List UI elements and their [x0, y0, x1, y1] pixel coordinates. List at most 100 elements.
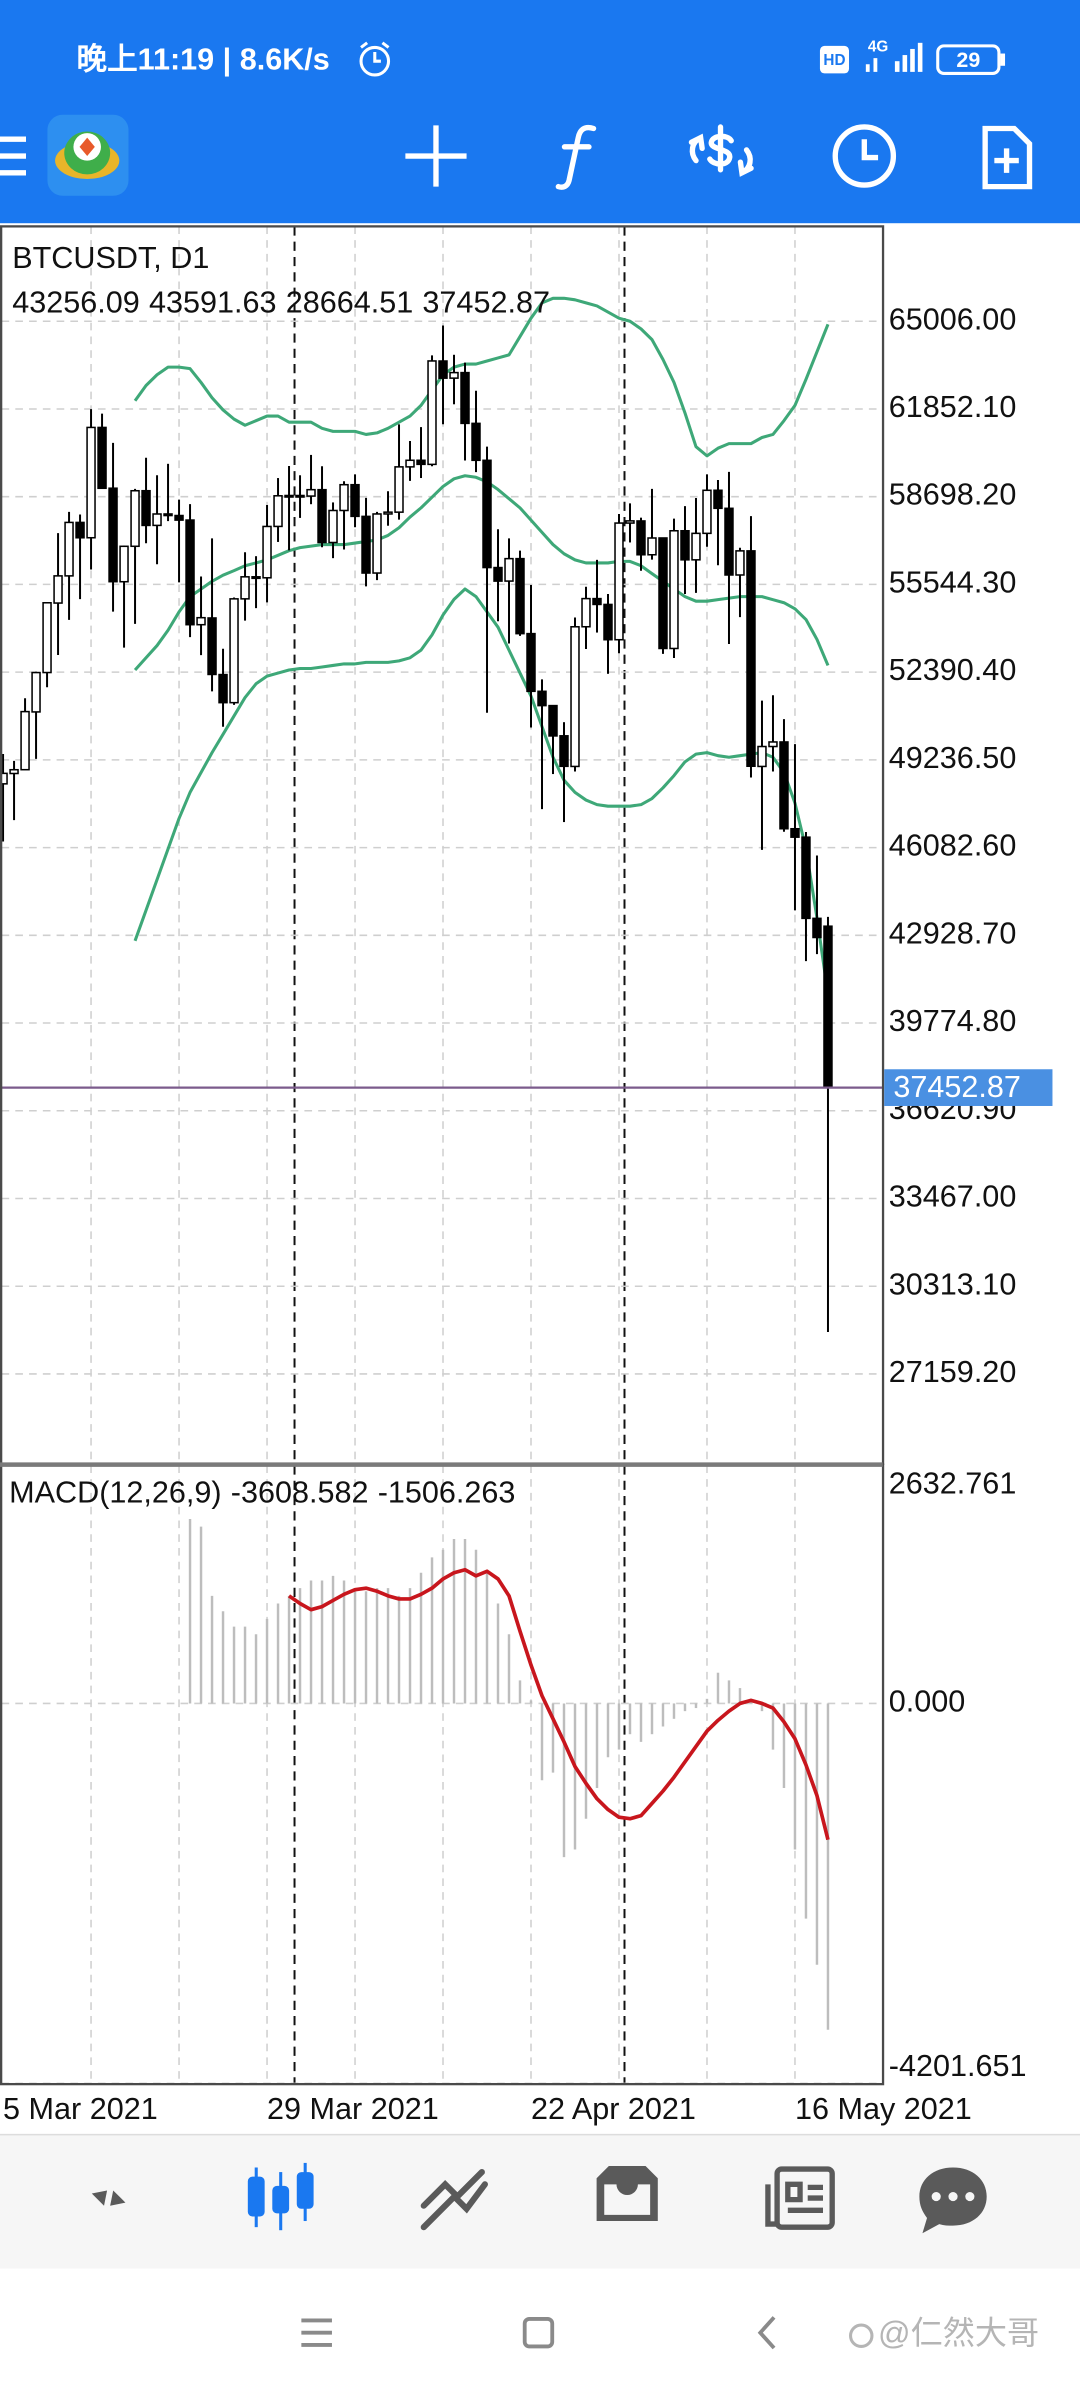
- candle-body: [669, 529, 679, 650]
- system-back-button[interactable]: [757, 2316, 776, 2350]
- candle-body: [130, 489, 140, 548]
- candle-body: [75, 521, 85, 539]
- candle-body: [438, 360, 448, 379]
- candle-body: [53, 575, 63, 604]
- candle-body: [757, 745, 767, 768]
- candle-body: [658, 537, 668, 650]
- candle-body: [86, 426, 96, 539]
- candle-body: [218, 673, 228, 704]
- candle-body: [691, 532, 701, 561]
- candle-body: [196, 616, 206, 626]
- candle-body: [119, 545, 129, 583]
- candle-body: [570, 626, 580, 768]
- candle-body: [372, 513, 382, 574]
- candle-body: [702, 489, 712, 535]
- bollinger-line: [133, 587, 830, 995]
- x-tick-label: 5 Mar 2021: [3, 2092, 158, 2126]
- new-order-button[interactable]: [982, 125, 1033, 190]
- candle-body: [42, 602, 52, 674]
- candle-body: [97, 426, 107, 490]
- candle-body: [559, 735, 569, 768]
- macd-signal-value: -1506.263: [378, 1476, 516, 1510]
- indicators-button[interactable]: [555, 124, 597, 190]
- candle-body: [471, 422, 481, 462]
- x-tick-label: 22 Apr 2021: [531, 2092, 696, 2126]
- news-tab[interactable]: [765, 2166, 835, 2230]
- candle-body: [746, 550, 756, 768]
- y-tick-label: 52390.40: [889, 653, 1017, 687]
- axes: 65006.00 61852.10 58698.20 55544.30 52390.40…: [3, 302, 1053, 2126]
- candle-body: [779, 741, 789, 830]
- candle-body: [350, 483, 360, 518]
- trade-tab[interactable]: [420, 2169, 488, 2231]
- history-button[interactable]: [832, 124, 897, 188]
- chat-tab[interactable]: [919, 2167, 987, 2234]
- macd-plot: [188, 1518, 830, 2030]
- y-tick-label: 55544.30: [889, 565, 1017, 599]
- last-price-box: [884, 1069, 1053, 1106]
- candle-body: [31, 671, 41, 713]
- candle-body: [416, 459, 426, 466]
- watermark-logo: [849, 2323, 874, 2348]
- ohlc-high: 43591.63: [149, 285, 277, 319]
- candle-body: [317, 488, 327, 544]
- trade-button[interactable]: [688, 124, 754, 177]
- candle-body: [823, 925, 833, 1089]
- candle-body: [328, 509, 338, 544]
- hd-label: HD: [823, 52, 845, 69]
- candle-body: [537, 690, 547, 707]
- candle-body: [614, 522, 624, 641]
- bollinger-line: [133, 474, 830, 672]
- candle-body: [790, 827, 800, 838]
- y-tick-label: -4201.651: [889, 2049, 1027, 2083]
- watermark: @仁然大哥: [878, 2315, 1039, 2351]
- chart-tab[interactable]: [247, 2162, 314, 2231]
- ohlc-open: 43256.09: [12, 285, 140, 319]
- candle-body: [449, 371, 459, 379]
- system-home-button[interactable]: [522, 2317, 555, 2349]
- signal-icon: [865, 42, 923, 72]
- macd-main-value: -3608.582: [231, 1476, 369, 1510]
- candle-body: [647, 537, 657, 556]
- candle-body: [1, 772, 8, 785]
- bollinger-line: [133, 296, 830, 458]
- y-tick-label: 2632.761: [889, 1466, 1017, 1500]
- candle-body: [251, 576, 261, 580]
- candle-body: [592, 597, 602, 606]
- candle-body: [284, 494, 294, 498]
- battery-icon: [936, 44, 1001, 75]
- system-nav: [0, 2268, 1080, 2400]
- candle-body: [108, 487, 118, 583]
- system-menu-button[interactable]: [301, 2318, 332, 2347]
- crosshair-button[interactable]: [405, 125, 467, 187]
- bottom-nav: [0, 2133, 1080, 2269]
- candle-body: [152, 513, 162, 527]
- candle-body: [20, 710, 30, 771]
- alarm-icon: [359, 41, 391, 77]
- signal-line: [287, 1567, 830, 1841]
- candle-body: [493, 566, 503, 582]
- macd-readout: MACD(12,26,9) -3608.582 -1506.263: [9, 1476, 515, 1510]
- candle-body: [185, 519, 195, 626]
- candle-body: [9, 768, 19, 775]
- candle-body: [724, 507, 734, 576]
- candle-body: [394, 466, 404, 513]
- candle-body: [625, 520, 635, 524]
- candle-body: [548, 704, 558, 737]
- battery-tip: [1000, 53, 1006, 66]
- y-tick-label: 58698.20: [889, 478, 1017, 512]
- y-tick-label: 27159.20: [889, 1355, 1017, 1389]
- history-tab[interactable]: [596, 2165, 658, 2222]
- candle-body: [713, 489, 723, 510]
- candle-body: [504, 557, 514, 582]
- ohlc-readout: 43256.09 43591.63 28664.51 37452.87: [12, 285, 550, 319]
- candle-body: [174, 514, 184, 521]
- app-logo[interactable]: [47, 114, 129, 196]
- network-label: 4G: [868, 38, 888, 55]
- candle-body: [273, 495, 283, 528]
- menu-button[interactable]: [0, 136, 27, 176]
- candle-body: [306, 488, 316, 497]
- price-grid: [1, 226, 883, 1464]
- chart-title: BTCUSDT, D1: [12, 241, 209, 275]
